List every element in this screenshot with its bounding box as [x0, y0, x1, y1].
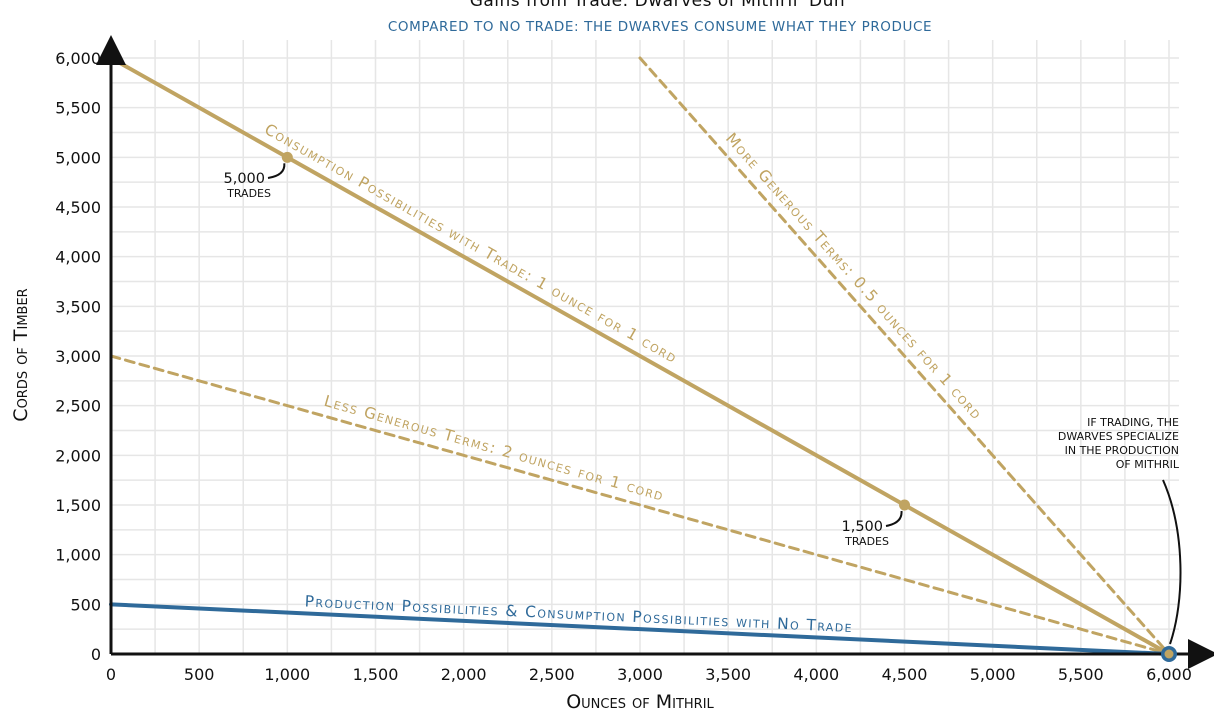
x-tick-label: 4,500 — [882, 665, 928, 684]
y-tick-label: 4,000 — [55, 248, 101, 267]
y-tick-label: 6,000 — [55, 49, 101, 68]
y-tick-labels: 0 500 1,000 1,500 2,000 2,500 3,000 3,500 4,000 4… — [55, 49, 101, 664]
specialize-annotation: IF TRADING, THE DWARVES SPECIALIZE IN TH… — [1058, 416, 1182, 645]
x-tick-label: 6,000 — [1146, 665, 1192, 684]
trade-point-marker — [281, 151, 293, 163]
series-line-2 — [109, 354, 1171, 656]
y-tick-label: 1,500 — [55, 496, 101, 515]
x-tick-label: 5,000 — [970, 665, 1016, 684]
annotation-line-1: IF TRADING, THE — [1087, 416, 1179, 429]
series-line-3 — [109, 602, 1171, 656]
x-tick-label: 0 — [106, 665, 116, 684]
series-layer — [109, 56, 1171, 656]
series-labels: Consumption Possibilities with Trade: 1 … — [261, 120, 986, 636]
x-tick-label: 3,500 — [705, 665, 751, 684]
y-tick-label: 2,000 — [55, 446, 101, 465]
y-tick-label: 2,500 — [55, 397, 101, 416]
x-tick-label: 4,000 — [793, 665, 839, 684]
trade-point-label: 1,500 — [841, 519, 883, 535]
x-axis-label: Ounces of Mithril — [566, 691, 714, 713]
y-tick-label: 4,500 — [55, 198, 101, 217]
y-tick-label: 1,000 — [55, 546, 101, 565]
y-tick-label: 500 — [70, 595, 101, 614]
x-tick-label: 2,500 — [529, 665, 575, 684]
annotation-line-3: IN THE PRODUCTION — [1065, 444, 1179, 457]
grid — [110, 40, 1179, 655]
x-tick-label: 5,500 — [1058, 665, 1104, 684]
y-tick-label: 5,000 — [55, 148, 101, 167]
annotation-pointer — [1162, 479, 1182, 645]
x-tick-labels: 0 500 1,000 1,500 2,000 2,500 3,000 3,500 4,000 4… — [106, 665, 1192, 684]
chart-title: Gains from Trade: Dwarves of Mithril 'Du… — [470, 0, 851, 11]
series-line-1 — [638, 56, 1171, 656]
trade-point-pointer — [267, 163, 286, 179]
y-tick-label: 3,500 — [55, 297, 101, 316]
y-tick-label: 0 — [91, 645, 101, 664]
annotation-line-4: OF MITHRIL — [1116, 458, 1180, 471]
chart-subtitle: COMPARED TO NO TRADE: THE DWARVES CONSUM… — [388, 19, 932, 35]
x-tick-label: 500 — [184, 665, 215, 684]
series-label-2: Less Generous Terms: 2 ounces for 1 cord — [322, 392, 666, 505]
y-axis-label: Cords of Timber — [10, 288, 32, 421]
trade-point-pointer — [885, 510, 903, 527]
x-tick-label: 3,000 — [617, 665, 663, 684]
trade-point-sublabel: TRADES — [226, 187, 271, 200]
y-tick-label: 5,500 — [55, 99, 101, 118]
annotation-line-2: DWARVES SPECIALIZE — [1058, 430, 1179, 443]
y-tick-label: 3,000 — [55, 347, 101, 366]
specialization-point-inner — [1164, 649, 1174, 659]
axes — [96, 35, 1214, 669]
x-tick-label: 1,500 — [353, 665, 399, 684]
x-tick-label: 1,000 — [264, 665, 310, 684]
trade-point-sublabel: TRADES — [844, 535, 889, 548]
x-tick-label: 2,000 — [441, 665, 487, 684]
trade-point-label: 5,000 — [223, 171, 265, 187]
series-label-1: More Generous Terms: 0.5 ounces for 1 co… — [722, 129, 986, 423]
trade-point-marker — [899, 499, 910, 511]
